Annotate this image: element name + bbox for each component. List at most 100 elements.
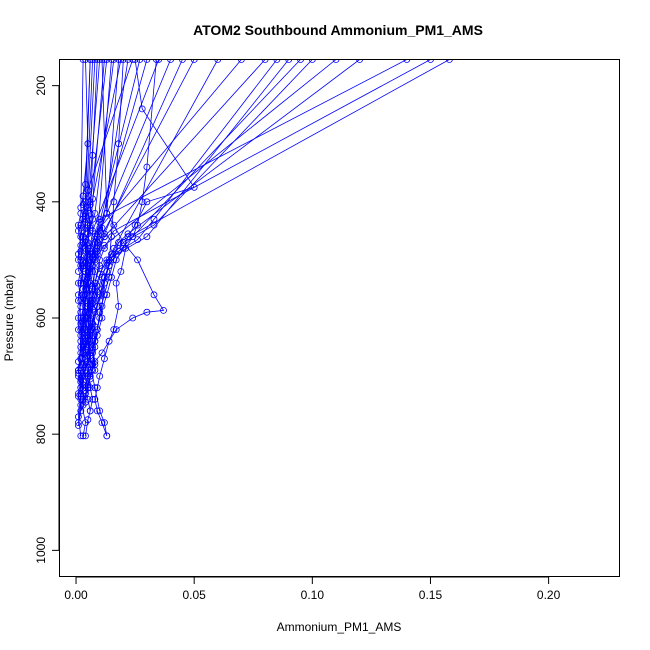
data-point xyxy=(79,343,87,351)
data-point xyxy=(82,209,89,217)
data-point xyxy=(77,432,85,440)
data-point xyxy=(112,326,120,334)
series-line-35 xyxy=(80,59,122,284)
data-point xyxy=(117,268,125,275)
x-tick-label: 0.00 xyxy=(64,588,88,602)
data-point xyxy=(167,59,174,63)
data-point xyxy=(75,256,82,264)
series-line-7 xyxy=(77,59,119,423)
data-point xyxy=(138,105,146,113)
data-point xyxy=(153,59,160,63)
data-point xyxy=(190,59,198,63)
data-point xyxy=(273,59,281,63)
series-line-11 xyxy=(82,59,431,400)
data-point xyxy=(96,308,104,316)
data-point xyxy=(91,361,99,368)
data-point xyxy=(89,366,96,374)
data-point xyxy=(101,241,108,249)
data-point xyxy=(79,233,87,241)
data-point xyxy=(143,233,151,241)
data-point xyxy=(82,432,89,440)
data-point xyxy=(427,59,434,63)
data-point xyxy=(79,262,87,270)
data-point xyxy=(82,326,89,334)
plot-area-frame xyxy=(59,59,620,577)
x-tick-label: 0.05 xyxy=(183,588,207,602)
data-point xyxy=(77,302,85,310)
data-point xyxy=(82,247,89,255)
data-point xyxy=(93,384,101,392)
series-line-34 xyxy=(85,59,108,295)
data-point xyxy=(136,59,144,63)
data-point xyxy=(75,390,82,397)
data-point xyxy=(356,59,363,63)
y-axis-label: Pressure (mbar) xyxy=(2,275,16,362)
data-point xyxy=(84,186,92,194)
data-point xyxy=(84,320,92,328)
data-point xyxy=(93,331,101,339)
series-line-18 xyxy=(80,59,266,380)
data-point xyxy=(84,273,92,281)
data-point xyxy=(124,59,132,63)
data-point xyxy=(110,244,118,252)
data-point xyxy=(101,59,108,63)
data-point xyxy=(119,59,127,63)
data-point xyxy=(86,59,94,63)
y-tick-label: 600 xyxy=(34,308,48,328)
data-point xyxy=(79,432,87,440)
data-point xyxy=(101,279,108,287)
data-point xyxy=(96,407,104,415)
data-point xyxy=(89,346,96,354)
data-point xyxy=(84,395,92,403)
series-line-19 xyxy=(89,59,278,377)
data-point xyxy=(79,314,87,322)
series-line-13 xyxy=(78,59,337,394)
data-point xyxy=(96,59,104,63)
data-point xyxy=(238,59,245,63)
data-point xyxy=(77,375,85,383)
data-point xyxy=(105,337,113,345)
series-line-10 xyxy=(82,59,407,406)
data-point xyxy=(103,259,111,267)
data-point xyxy=(98,273,106,281)
x-axis: 0.00 0.05 0.10 0.15 0.20 xyxy=(64,576,561,602)
data-point xyxy=(77,331,85,339)
data-point xyxy=(86,302,94,310)
data-point xyxy=(214,59,222,63)
data-point xyxy=(155,59,163,63)
data-point xyxy=(134,236,141,244)
data-point xyxy=(101,419,108,427)
y-tick-label: 800 xyxy=(34,424,48,444)
data-point xyxy=(82,337,89,345)
data-point xyxy=(77,241,85,249)
data-point xyxy=(75,227,82,235)
data-point xyxy=(285,59,293,63)
data-point xyxy=(143,198,151,206)
data-point xyxy=(91,268,99,275)
data-point xyxy=(89,59,96,63)
data-point xyxy=(179,59,186,63)
data-point xyxy=(89,285,96,293)
data-point xyxy=(96,262,104,270)
series-line-38 xyxy=(77,59,91,260)
data-point xyxy=(446,59,453,63)
data-point xyxy=(93,239,101,246)
data-point xyxy=(96,218,104,226)
data-point xyxy=(86,198,94,206)
data-point xyxy=(110,227,118,235)
data-point xyxy=(297,59,304,63)
data-point xyxy=(115,247,122,255)
series-line-5 xyxy=(94,59,157,437)
data-point xyxy=(84,221,92,229)
data-point xyxy=(91,395,99,403)
data-point xyxy=(160,306,167,314)
data-point xyxy=(143,59,151,63)
y-tick-label: 400 xyxy=(34,191,48,211)
data-point xyxy=(98,419,106,427)
data-point xyxy=(86,221,94,229)
data-point xyxy=(98,59,106,63)
data-point xyxy=(103,432,111,440)
data-point xyxy=(91,384,99,392)
series-line-37 xyxy=(82,59,134,266)
